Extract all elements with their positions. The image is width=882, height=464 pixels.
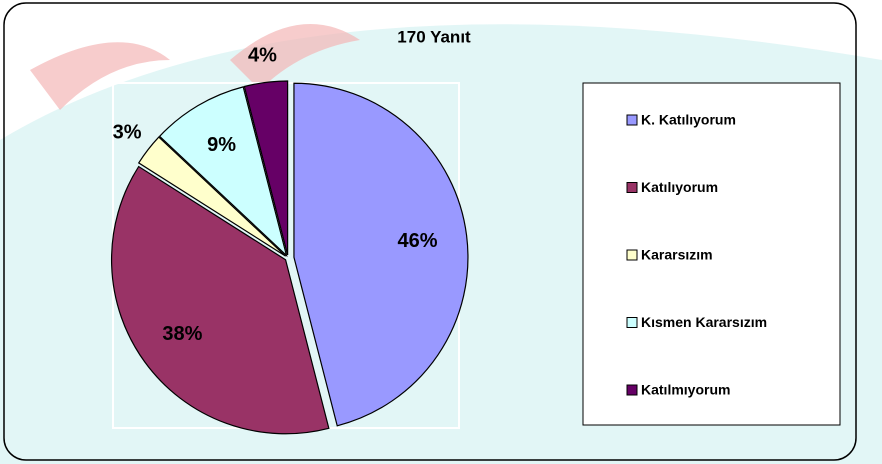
legend-label: K. Katılıyorum <box>641 112 736 128</box>
legend-swatch <box>627 318 637 328</box>
data-label: 3% <box>113 122 142 144</box>
legend-label: Katılıyorum <box>641 179 718 195</box>
data-label: 9% <box>207 134 236 156</box>
legend-swatch <box>627 250 637 260</box>
legend-swatch <box>627 115 637 125</box>
chart-title: 170 Yanıt <box>397 27 471 46</box>
legend-label: Kısmen Kararsızım <box>641 314 767 330</box>
data-label: 46% <box>397 230 437 252</box>
data-label: 4% <box>248 44 277 66</box>
legend-swatch <box>627 183 637 193</box>
chart: 170 Yanıt 46% 38% 3% 9% 4% K. Katılıyorum Kat… <box>0 0 882 464</box>
data-label: 38% <box>162 323 202 345</box>
legend-label: Katılmıyorum <box>641 382 730 398</box>
legend-label: Kararsızım <box>641 247 713 263</box>
legend-swatch <box>627 385 637 395</box>
